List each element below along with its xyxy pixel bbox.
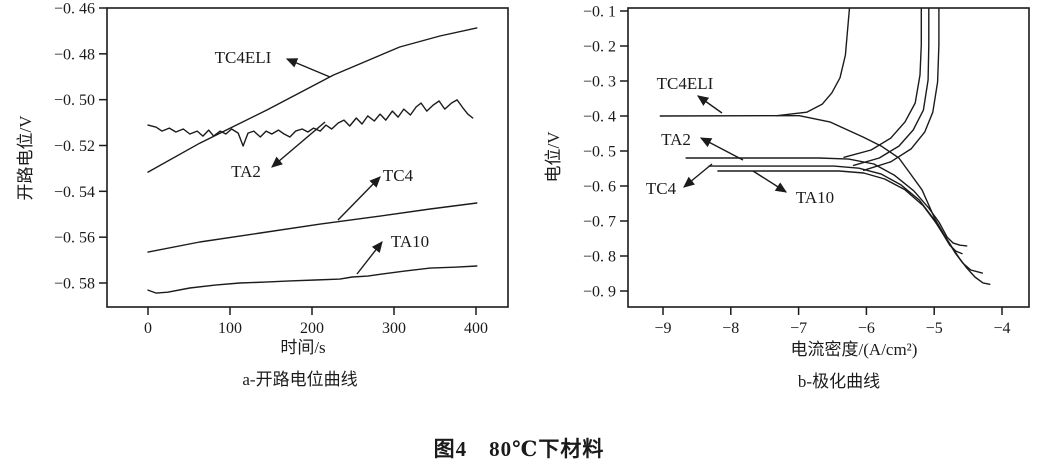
x-tick-label: 100 — [218, 320, 242, 337]
series-curve-TC4ELI — [776, 8, 851, 117]
chart-open-circuit-potential: 0 100 200 300 400 −0. 46 −0. 48 −0. 50 −0. 52 −0.… — [16, 1, 509, 389]
subfigure-caption-b: b-极化曲线 — [798, 372, 880, 391]
plot-border-b — [627, 7, 1030, 308]
y-tick-label: −0. 5 — [583, 144, 616, 161]
y-tick-label: −0. 8 — [583, 249, 616, 266]
y-axis-title: 电位/V — [544, 131, 563, 183]
annotation-arrow-TA2 — [699, 137, 744, 161]
series-curve-TC4 — [708, 165, 963, 255]
series-curve-TA2 — [147, 99, 474, 147]
series-curve-TC4 — [852, 8, 930, 167]
y-axis-title: 开路电位/V — [16, 115, 35, 201]
y-tick-label: −0. 50 — [54, 92, 95, 109]
y-tick-label: −0. 52 — [54, 138, 95, 155]
x-tick-label: 0 — [144, 320, 152, 337]
x-tick-label: −5 — [926, 320, 943, 337]
y-tick-label: −0. 48 — [54, 46, 95, 63]
figure-caption: 图4 80℃下材料 — [433, 437, 605, 461]
series-curve-TA2 — [843, 8, 922, 159]
x-tick-label: 200 — [300, 320, 324, 337]
series-label-TC4ELI: TC4ELI — [215, 48, 272, 67]
y-tick-label: −0. 58 — [54, 276, 95, 293]
subfigure-caption-a: a-开路电位曲线 — [242, 370, 357, 389]
annotation-arrow-TC4 — [337, 176, 381, 221]
y-tick-label: −0. 9 — [583, 284, 616, 301]
series-label-TA10: TA10 — [796, 188, 834, 207]
series-curve-TA10 — [863, 8, 940, 172]
y-tick-label: −0. 3 — [583, 74, 616, 91]
annotation-arrow-TA10 — [752, 170, 788, 193]
y-tick-label: −0. 6 — [583, 179, 616, 196]
annotation-arrow-TC4 — [683, 163, 713, 188]
chart-polarization-curves: −9 −8 −7 −6 −5 −4 −0. 1 −0. 2 −0. 3 −0. 4 −0. 5 −0.… — [544, 4, 1030, 391]
y-tick-label: −0. 54 — [54, 184, 95, 201]
y-tick-label: −0. 56 — [54, 230, 95, 247]
y-tick-label: −0. 2 — [583, 39, 616, 56]
plot-border-a — [106, 7, 509, 308]
y-tick-label: −0. 46 — [54, 1, 95, 18]
x-tick-label: −8 — [722, 320, 739, 337]
series-label-TC4ELI: TC4ELI — [657, 74, 714, 93]
x-tick-label: 400 — [464, 320, 488, 337]
series-curve-TC4ELI — [659, 114, 991, 285]
series-label-TC4: TC4 — [383, 166, 414, 185]
x-axis-title: 时间/s — [280, 338, 325, 357]
series-curve-TA10 — [147, 265, 478, 294]
annotation-arrow-TC4ELI — [285, 58, 331, 78]
x-tick-label: 300 — [382, 320, 406, 337]
y-tick-label: −0. 1 — [583, 4, 616, 21]
series-label-TA2: TA2 — [661, 130, 691, 149]
annotation-arrow-TC4ELI — [697, 95, 723, 114]
series-curve-TC4ELI — [147, 27, 478, 173]
series-curve-TC4 — [147, 202, 478, 253]
series-label-TA2: TA2 — [231, 162, 261, 181]
y-tick-label: −0. 7 — [583, 214, 616, 231]
series-curve-TA2 — [685, 157, 968, 247]
x-tick-label: −9 — [654, 320, 671, 337]
x-tick-label: −4 — [993, 320, 1010, 337]
annotation-arrow-TA10 — [356, 241, 383, 275]
annotation-arrow-TA2 — [271, 121, 326, 168]
series-label-TC4: TC4 — [646, 179, 677, 198]
x-axis-title: 电流密度/(A/cm²) — [791, 340, 918, 359]
y-tick-label: −0. 4 — [583, 109, 616, 126]
series-curve-TA10 — [717, 170, 983, 274]
x-tick-label: −6 — [858, 320, 875, 337]
series-label-TA10: TA10 — [391, 232, 429, 251]
x-tick-label: −7 — [790, 320, 807, 337]
